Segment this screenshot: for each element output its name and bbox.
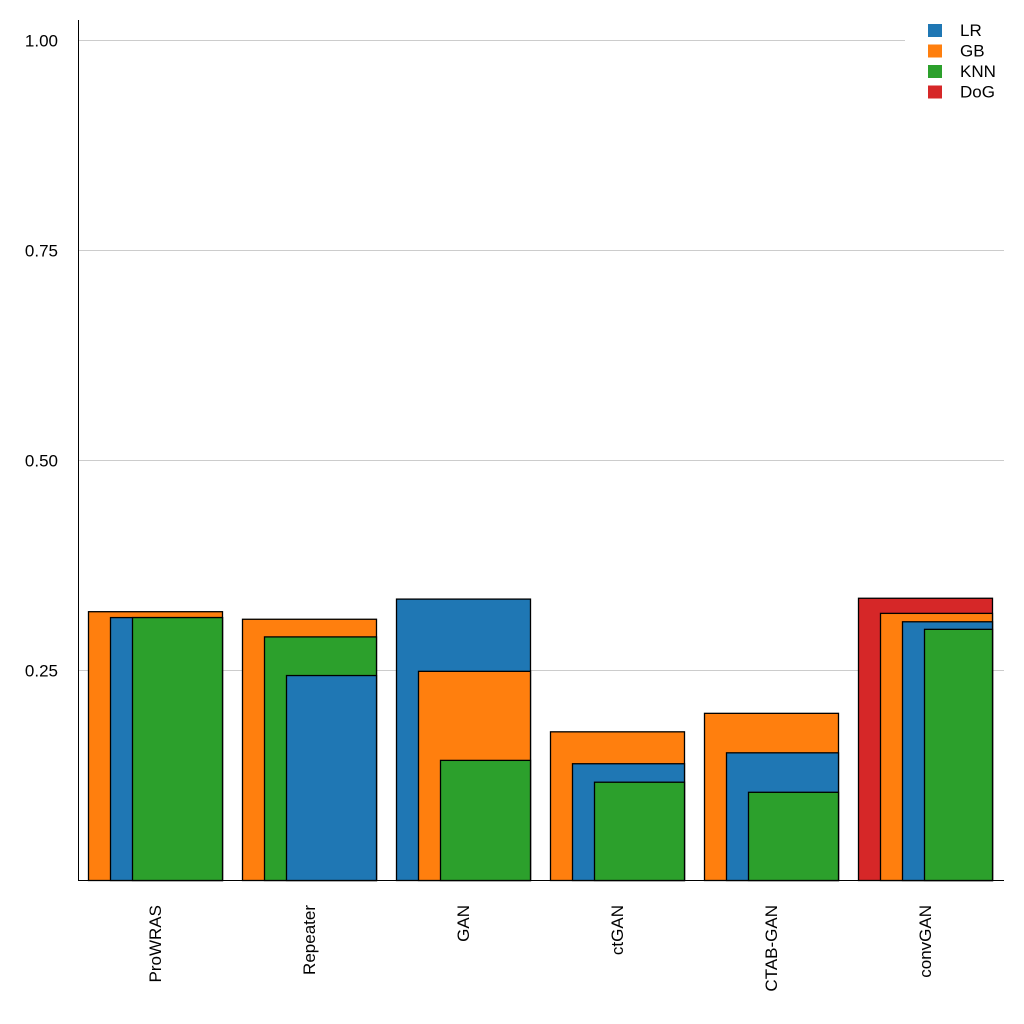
x-tick-label: CTAB-GAN <box>762 905 781 992</box>
legend-swatch-knn <box>928 65 942 78</box>
y-tick-label: 1.00 <box>25 32 58 51</box>
y-tick-label: 0.50 <box>25 452 58 471</box>
bar-convgan-knn <box>923 628 994 882</box>
x-tick-label: ctGAN <box>608 905 627 955</box>
bar-gan-knn <box>439 759 532 882</box>
legend-label: KNN <box>960 62 996 81</box>
legend-swatch-dog <box>928 85 942 99</box>
x-tick-label: Repeater <box>300 905 319 975</box>
y-tick-label: 0.25 <box>25 662 58 681</box>
bar-prowras-knn <box>131 616 224 882</box>
legend-label: GB <box>960 42 985 61</box>
legend-swatch-gb <box>928 44 942 58</box>
bar-repeater-lr <box>285 674 378 882</box>
y-tick-label: 0.75 <box>25 242 58 261</box>
bar-ctgan-knn <box>593 781 686 882</box>
x-tick-label: GAN <box>454 905 473 942</box>
bar-ctab-gan-knn <box>747 791 840 882</box>
x-tick-label: convGAN <box>916 905 935 978</box>
legend-label: LR <box>960 21 982 40</box>
x-tick-label: ProWRAS <box>146 905 165 982</box>
legend-swatch-lr <box>928 24 942 37</box>
legend-label: DoG <box>960 83 995 102</box>
